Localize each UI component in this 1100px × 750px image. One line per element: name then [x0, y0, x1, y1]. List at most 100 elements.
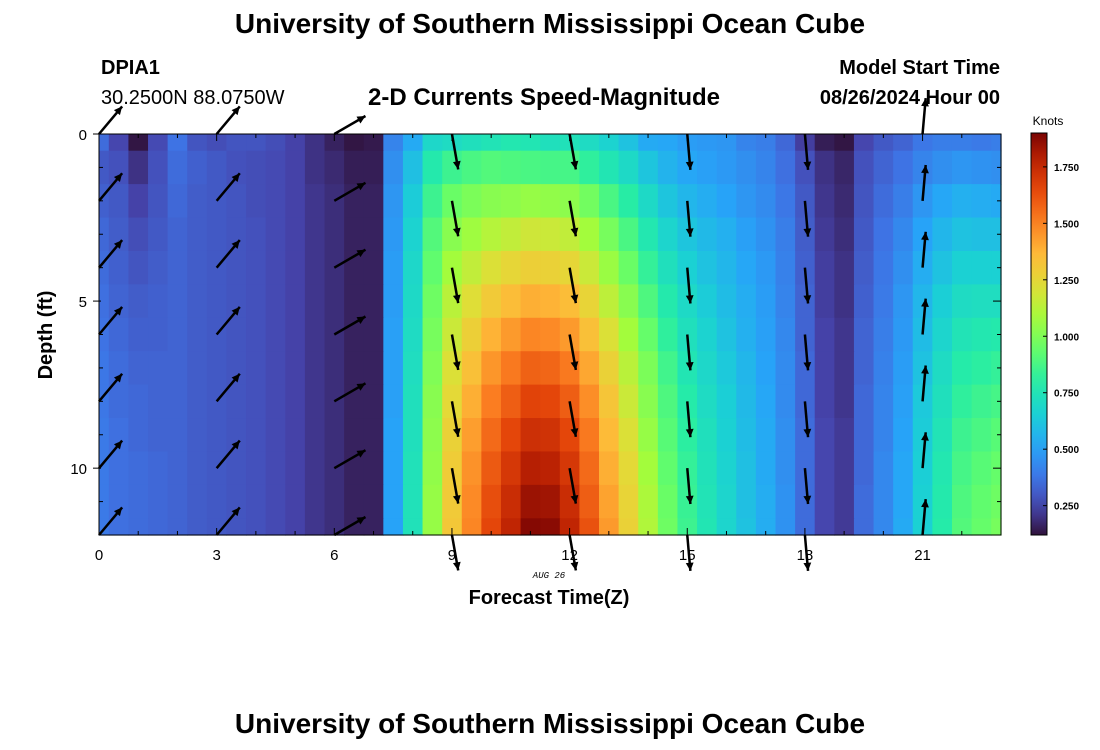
- heatmap-cell: [991, 150, 1002, 185]
- heatmap-cell: [167, 184, 188, 219]
- heatmap-cell: [951, 451, 973, 486]
- heatmap-cell: [128, 284, 149, 319]
- heatmap-cell: [500, 484, 522, 519]
- heatmap-cell: [834, 184, 855, 219]
- heatmap-cell: [148, 518, 169, 536]
- heatmap-cell: [108, 317, 130, 352]
- heatmap-cell: [618, 484, 639, 519]
- heatmap-cell: [755, 284, 777, 319]
- heatmap-cell: [599, 134, 620, 152]
- heatmap-cell: [618, 518, 639, 536]
- heatmap-cell: [246, 518, 267, 536]
- heatmap-cell: [677, 284, 698, 319]
- heatmap-cell: [579, 184, 600, 219]
- heatmap-cell: [834, 134, 855, 152]
- heatmap-cell: [893, 518, 914, 536]
- heatmap-cell: [442, 351, 463, 386]
- heatmap-cell: [716, 317, 737, 352]
- heatmap-cell: [108, 217, 130, 252]
- heatmap-cell: [108, 134, 130, 152]
- heatmap-cell: [736, 384, 757, 419]
- heatmap-cell: [834, 351, 855, 386]
- heatmap-cell: [697, 150, 718, 185]
- heatmap-cell: [206, 284, 228, 319]
- heatmap-cell: [265, 351, 286, 386]
- heatmap-cell: [481, 284, 502, 319]
- heatmap-cell: [304, 250, 326, 285]
- heatmap-cell: [677, 484, 698, 519]
- heatmap-cell: [893, 134, 914, 152]
- current-arrow: [921, 499, 929, 536]
- arrow-head: [356, 383, 366, 391]
- heatmap-cell: [304, 284, 326, 319]
- heatmap-cell: [618, 284, 639, 319]
- heatmap-cell: [324, 418, 345, 453]
- heatmap-cell: [912, 317, 933, 352]
- heatmap-cell: [246, 150, 267, 185]
- heatmap-cell: [383, 518, 404, 536]
- heatmap-cell: [638, 150, 659, 185]
- heatmap-cell: [148, 317, 169, 352]
- heatmap-cell: [187, 284, 208, 319]
- current-arrow: [450, 133, 461, 170]
- current-arrow: [215, 439, 241, 469]
- heatmap-cell: [520, 284, 541, 319]
- heatmap-cell: [697, 217, 718, 252]
- heatmap-cell: [716, 518, 737, 536]
- heatmap-cell: [991, 250, 1002, 285]
- arrow-head: [570, 294, 579, 304]
- heatmap-cell: [246, 317, 267, 352]
- heatmap-cell: [618, 317, 639, 352]
- heatmap-cell: [697, 351, 718, 386]
- current-arrow: [685, 401, 694, 438]
- heatmap-cell: [893, 250, 914, 285]
- current-arrow: [333, 515, 367, 537]
- arrow-head: [113, 440, 123, 450]
- x-tick-label: 0: [95, 547, 103, 564]
- heatmap-cell: [148, 384, 169, 419]
- heatmap-cell: [520, 484, 541, 519]
- heatmap-cell: [873, 418, 894, 453]
- heatmap-cell: [834, 484, 855, 519]
- heatmap-cell: [422, 317, 443, 352]
- current-vectors: [98, 98, 929, 571]
- heatmap-cell: [912, 484, 933, 519]
- heatmap-cell: [657, 250, 679, 285]
- heatmap-cell: [697, 484, 718, 519]
- heatmap-cell: [108, 184, 130, 219]
- heatmap-cell: [893, 184, 914, 219]
- heatmap-cell: [579, 451, 600, 486]
- heatmap-cell: [148, 451, 169, 486]
- heatmap-cell: [383, 351, 404, 386]
- heatmap-cell: [834, 217, 855, 252]
- current-arrow: [921, 365, 929, 402]
- heatmap-cell: [520, 184, 541, 219]
- heatmap-cell: [128, 250, 149, 285]
- heatmap-cell: [148, 150, 169, 185]
- current-arrow: [568, 334, 579, 371]
- heatmap-cell: [736, 217, 757, 252]
- heatmap-cell: [932, 134, 953, 152]
- heatmap-cell: [285, 184, 306, 219]
- heatmap-cell: [716, 384, 737, 419]
- heatmap-cell: [893, 284, 914, 319]
- heatmap-cell: [402, 384, 424, 419]
- heatmap-cell: [265, 284, 286, 319]
- heatmap-cell: [226, 250, 247, 285]
- heatmap-cell: [677, 217, 698, 252]
- heatmap-cell: [383, 150, 404, 185]
- heatmap-cell: [148, 134, 169, 152]
- heatmap-cell: [893, 351, 914, 386]
- heatmap-cell: [638, 317, 659, 352]
- heatmap-cell: [481, 484, 502, 519]
- current-arrow: [685, 534, 694, 571]
- heatmap-cell: [677, 351, 698, 386]
- x-axis-label: Forecast Time(Z): [469, 587, 630, 609]
- heatmap-cell: [716, 451, 737, 486]
- heatmap-cell: [500, 217, 522, 252]
- arrow-head: [452, 494, 461, 504]
- heatmap-cell: [814, 217, 835, 252]
- heatmap-cell: [285, 518, 306, 536]
- arrow-head: [685, 228, 694, 237]
- arrow-head: [685, 361, 694, 371]
